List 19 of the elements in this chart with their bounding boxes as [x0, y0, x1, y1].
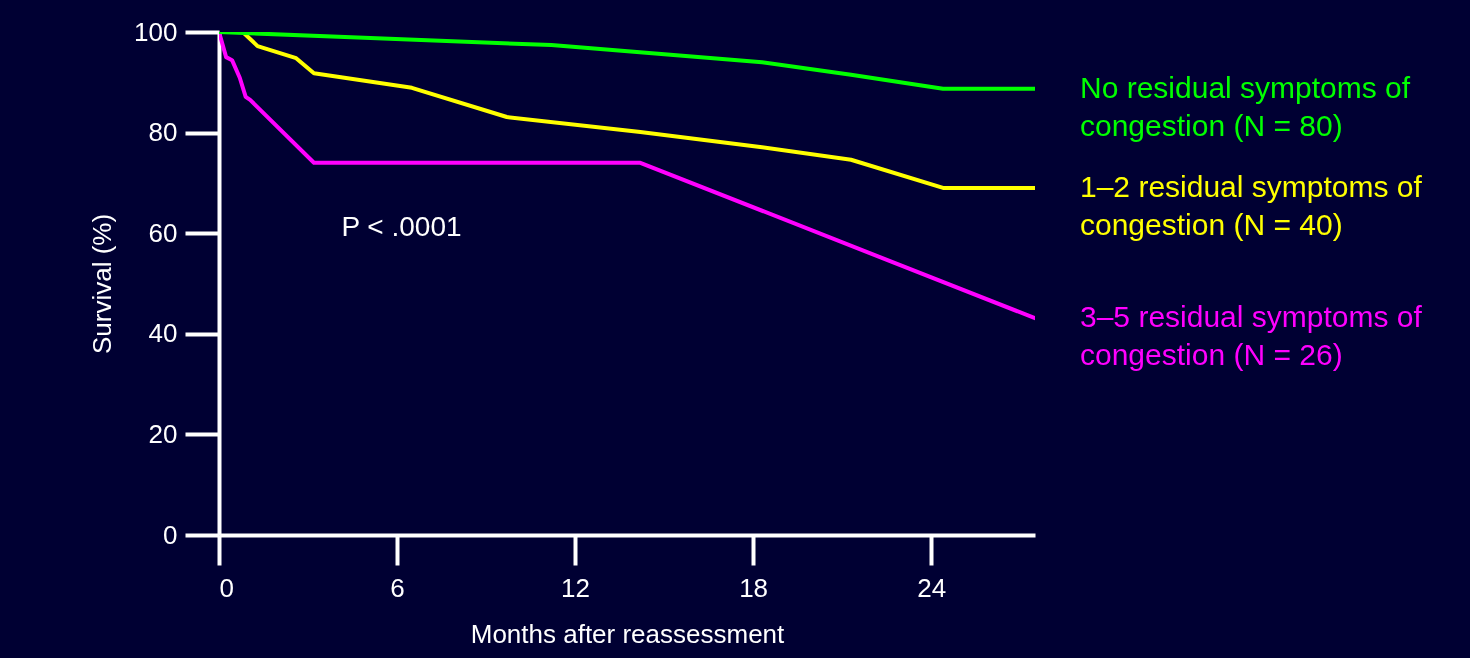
x-tick-label: 0 — [219, 572, 234, 603]
y-tick-label: 60 — [148, 217, 178, 248]
x-tick-label: 18 — [739, 572, 769, 603]
y-tick-label: 20 — [148, 418, 178, 449]
series-label: 3–5 residual symptoms of congestion (N = 26) — [1080, 300, 1423, 372]
line-series — [219, 32, 1035, 91]
x-tick-label: 6 — [390, 572, 405, 603]
y-axis-title: Survival (%) — [87, 213, 118, 355]
x-axis-title: Months after reassessment — [470, 618, 786, 649]
x-tick-label: 24 — [917, 572, 947, 603]
y-tick-label: 0 — [163, 519, 178, 550]
y-tick-label: 40 — [148, 318, 178, 349]
series-label: No residual symptoms of congestion (N = 80) — [1080, 70, 1411, 142]
series-label: 1–2 residual symptoms of congestion (N = 40) — [1080, 169, 1423, 241]
y-tick-label: 100 — [134, 16, 178, 47]
y-tick-label: 80 — [148, 117, 178, 148]
line-series — [219, 32, 1035, 321]
x-tick-label: 12 — [561, 572, 591, 603]
annotation: P < .0001 — [341, 211, 462, 243]
